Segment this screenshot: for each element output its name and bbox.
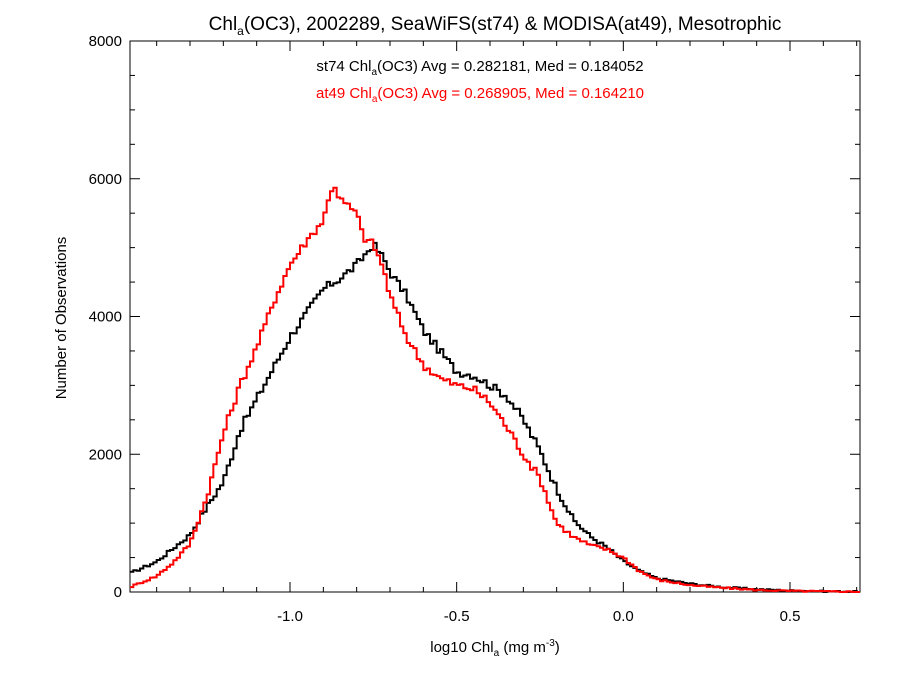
legend-at49: at49 Chla(OC3) Avg = 0.268905, Med = 0.1… [316,85,644,105]
y-tick-label: 8000 [89,33,122,50]
title-post: (OC3), 2002289, SeaWiFS(st74) & MODISA(a… [244,14,781,35]
xlabel-post: ) [555,639,560,656]
xlabel-sup: -3 [546,638,555,649]
y-tick-label: 2000 [89,446,122,463]
series-line-st74 [130,241,860,593]
title-sub: a [237,24,244,38]
x-axis-label: log10 Chla (mg m-3) [430,638,560,659]
xlabel-mid: (mg m [499,639,546,656]
title-pre: Chl [209,14,238,35]
legend-st74-pre: st74 Chl [316,58,371,75]
x-tick-label: -0.5 [444,608,470,625]
x-tick-label: 0.0 [613,608,634,625]
x-tick-label: -1.0 [277,608,303,625]
legend-at49-post: (OC3) Avg = 0.268905, Med = 0.164210 [377,85,644,102]
legend-st74-sub: a [371,67,377,78]
y-tick-label: 4000 [89,309,122,326]
x-tick-label: 0.5 [780,608,801,625]
y-tick-label: 0 [114,584,122,601]
xlabel-sub: a [494,648,500,659]
legend-at49-sub: a [372,94,378,105]
plot-frame [129,40,861,593]
legend-at49-pre: at49 Chl [316,85,372,102]
legend-st74-post: (OC3) Avg = 0.282181, Med = 0.184052 [377,58,644,75]
legend-st74: st74 Chla(OC3) Avg = 0.282181, Med = 0.1… [316,58,643,78]
y-axis-label: Number of Observations [53,237,70,400]
chart-title: Chla(OC3), 2002289, SeaWiFS(st74) & MODI… [209,14,782,38]
series-line-at49 [130,186,860,593]
plot-area: -1.0 -0.5 0.0 0.5 0 2000 4000 6000 8000 [89,33,861,625]
y-tick-label: 6000 [89,171,122,188]
xlabel-pre: log10 Chl [430,639,493,656]
